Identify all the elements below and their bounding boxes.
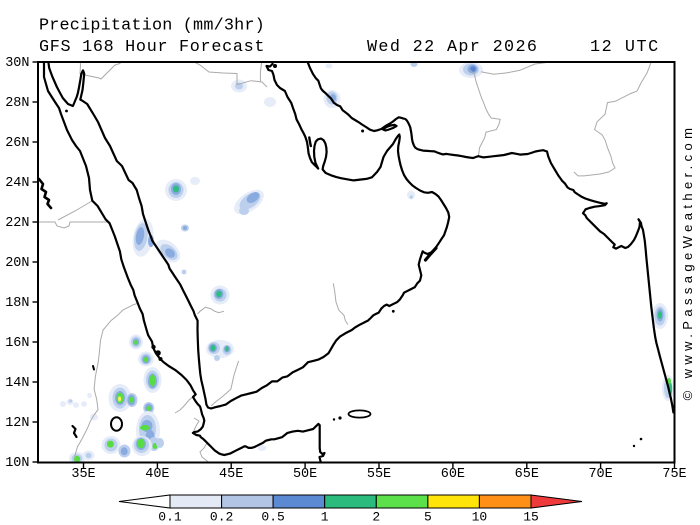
svg-text:75E: 75E bbox=[662, 467, 686, 482]
svg-text:45E: 45E bbox=[219, 467, 243, 482]
svg-text:0.1: 0.1 bbox=[158, 510, 182, 525]
svg-text:15: 15 bbox=[523, 510, 539, 525]
svg-text:12 UTC: 12 UTC bbox=[590, 38, 660, 57]
svg-text:0.2: 0.2 bbox=[210, 510, 233, 525]
svg-text:5: 5 bbox=[424, 510, 432, 525]
svg-text:40E: 40E bbox=[145, 467, 169, 482]
svg-text:24N: 24N bbox=[5, 176, 29, 191]
svg-text:55E: 55E bbox=[367, 467, 391, 482]
svg-text:10N: 10N bbox=[5, 456, 29, 471]
svg-text:© www.PassageWeather.com: © www.PassageWeather.com bbox=[680, 124, 695, 401]
svg-text:18N: 18N bbox=[5, 296, 29, 311]
svg-text:70E: 70E bbox=[588, 467, 612, 482]
svg-text:60E: 60E bbox=[441, 467, 465, 482]
svg-text:26N: 26N bbox=[5, 136, 29, 151]
svg-text:10: 10 bbox=[472, 510, 488, 525]
svg-text:2: 2 bbox=[372, 510, 380, 525]
svg-text:20N: 20N bbox=[5, 256, 29, 271]
svg-text:65E: 65E bbox=[515, 467, 539, 482]
svg-text:22N: 22N bbox=[5, 216, 29, 231]
svg-text:Wed 22 Apr 2026: Wed 22 Apr 2026 bbox=[367, 38, 538, 57]
svg-text:12N: 12N bbox=[5, 416, 29, 431]
svg-text:Precipitation (mm/3hr): Precipitation (mm/3hr) bbox=[39, 17, 265, 36]
svg-text:0.5: 0.5 bbox=[261, 510, 284, 525]
svg-text:35E: 35E bbox=[71, 467, 95, 482]
svg-text:30N: 30N bbox=[5, 56, 29, 71]
svg-text:50E: 50E bbox=[293, 467, 317, 482]
svg-text:GFS 168 Hour Forecast: GFS 168 Hour Forecast bbox=[39, 38, 265, 57]
svg-text:28N: 28N bbox=[5, 96, 29, 111]
svg-text:1: 1 bbox=[321, 510, 329, 525]
svg-text:14N: 14N bbox=[5, 376, 29, 391]
svg-text:16N: 16N bbox=[5, 336, 29, 351]
